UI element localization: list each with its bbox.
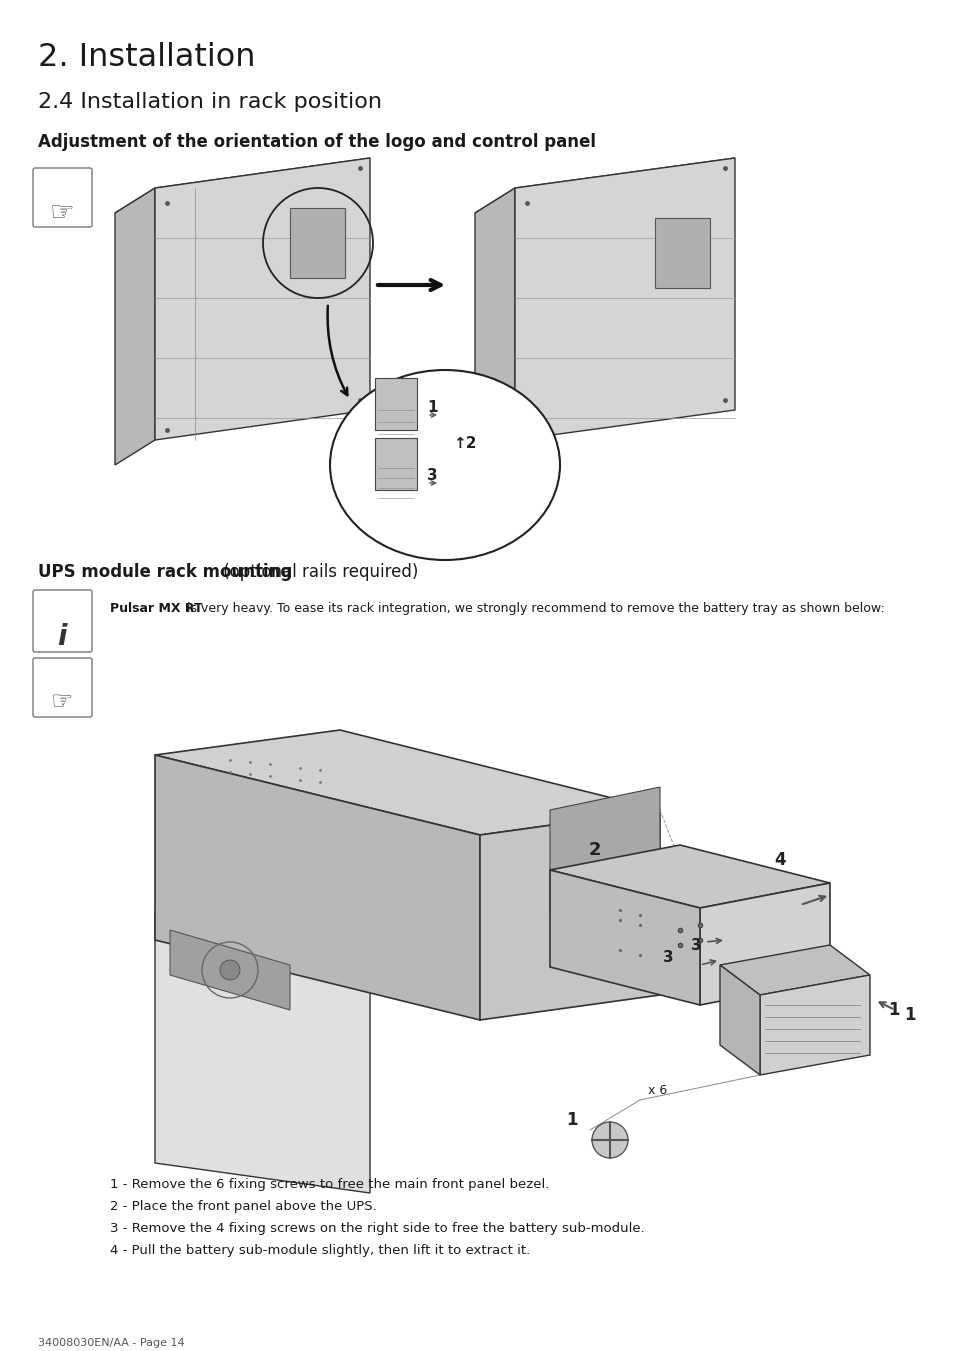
Text: 1: 1: [427, 400, 437, 415]
Polygon shape: [720, 944, 869, 994]
Polygon shape: [550, 788, 659, 913]
Bar: [290, 208, 345, 278]
Bar: [655, 218, 709, 288]
Polygon shape: [720, 965, 760, 1075]
Text: 34008030EN/AA - Page 14: 34008030EN/AA - Page 14: [38, 1337, 185, 1348]
Text: ☞: ☞: [50, 199, 74, 227]
Polygon shape: [170, 929, 290, 1011]
Text: 2.4 Installation in rack position: 2.4 Installation in rack position: [38, 92, 381, 112]
Polygon shape: [550, 870, 700, 1005]
Text: i: i: [57, 623, 67, 651]
FancyBboxPatch shape: [33, 168, 91, 227]
Text: 2. Installation: 2. Installation: [38, 42, 255, 73]
Text: x 6: x 6: [647, 1084, 666, 1097]
Circle shape: [220, 961, 240, 979]
Polygon shape: [475, 158, 734, 213]
Polygon shape: [154, 911, 370, 1193]
Bar: [375, 378, 416, 430]
Text: 2: 2: [588, 842, 600, 859]
Text: 2 - Place the front panel above the UPS.: 2 - Place the front panel above the UPS.: [110, 1200, 376, 1213]
Polygon shape: [479, 811, 659, 1020]
Text: 3: 3: [427, 467, 437, 482]
Circle shape: [592, 1121, 627, 1158]
Polygon shape: [550, 844, 829, 908]
Polygon shape: [154, 158, 370, 440]
Text: 3: 3: [662, 951, 673, 966]
Text: 1: 1: [887, 1001, 899, 1019]
Polygon shape: [475, 188, 515, 465]
Polygon shape: [154, 730, 659, 835]
Text: ☞: ☞: [51, 690, 73, 713]
Polygon shape: [115, 188, 154, 465]
Polygon shape: [760, 975, 869, 1075]
Text: is very heavy. To ease its rack integration, we strongly recommend to remove the: is very heavy. To ease its rack integrat…: [183, 603, 884, 615]
Text: Adjustment of the orientation of the logo and control panel: Adjustment of the orientation of the log…: [38, 132, 596, 151]
Bar: [375, 438, 416, 490]
FancyBboxPatch shape: [33, 590, 91, 653]
FancyBboxPatch shape: [33, 658, 91, 717]
Text: 1 - Remove the 6 fixing screws to free the main front panel bezel.: 1 - Remove the 6 fixing screws to free t…: [110, 1178, 549, 1192]
Polygon shape: [115, 158, 370, 213]
Polygon shape: [700, 884, 829, 1005]
Text: ↑2: ↑2: [453, 436, 476, 451]
Text: Pulsar MX RT: Pulsar MX RT: [110, 603, 202, 615]
Text: 4: 4: [774, 851, 785, 869]
Text: 4 - Pull the battery sub-module slightly, then lift it to extract it.: 4 - Pull the battery sub-module slightly…: [110, 1244, 530, 1256]
Polygon shape: [515, 158, 734, 440]
Text: 3: 3: [690, 938, 700, 952]
Text: 3 - Remove the 4 fixing screws on the right side to free the battery sub-module.: 3 - Remove the 4 fixing screws on the ri…: [110, 1223, 644, 1235]
Text: 1: 1: [903, 1006, 915, 1024]
Polygon shape: [154, 755, 479, 1020]
Ellipse shape: [330, 370, 559, 561]
Text: 1: 1: [566, 1111, 578, 1129]
Text: (optional rails required): (optional rails required): [218, 563, 418, 581]
Text: UPS module rack mounting: UPS module rack mounting: [38, 563, 292, 581]
